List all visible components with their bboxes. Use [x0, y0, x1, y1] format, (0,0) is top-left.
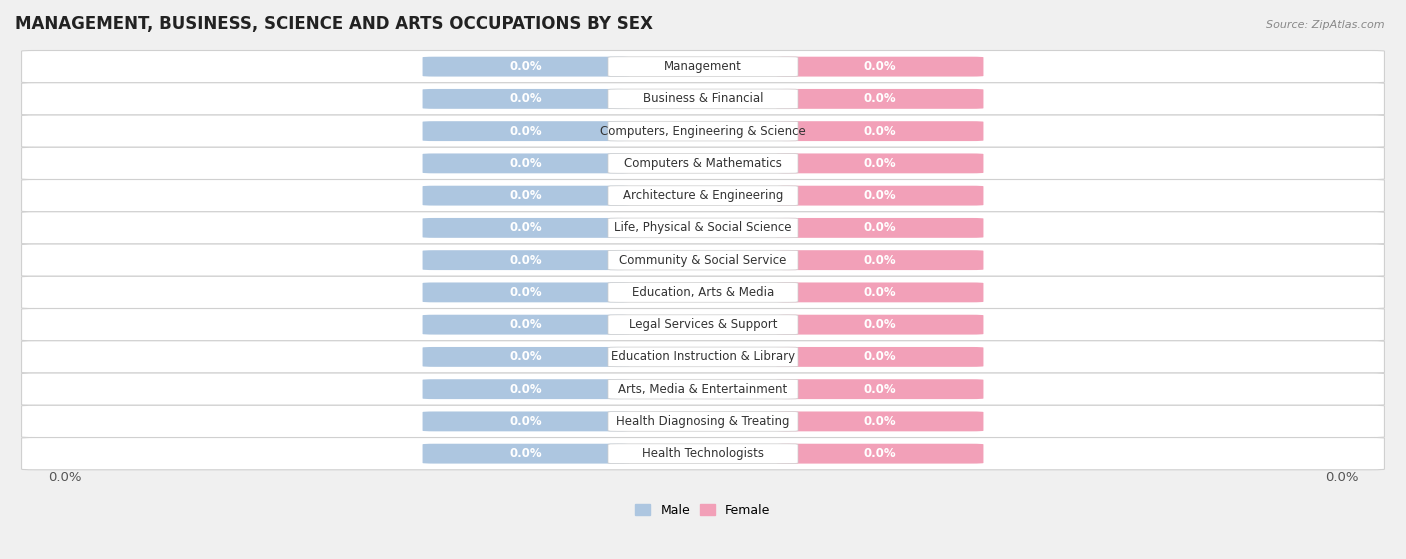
Text: 0.0%: 0.0%: [863, 383, 896, 396]
FancyBboxPatch shape: [607, 57, 799, 77]
Text: 0.0%: 0.0%: [863, 254, 896, 267]
Text: Education Instruction & Library: Education Instruction & Library: [612, 350, 794, 363]
FancyBboxPatch shape: [21, 115, 1385, 147]
FancyBboxPatch shape: [423, 347, 630, 367]
FancyBboxPatch shape: [607, 444, 799, 463]
FancyBboxPatch shape: [776, 154, 983, 173]
FancyBboxPatch shape: [423, 154, 630, 173]
FancyBboxPatch shape: [607, 380, 799, 399]
FancyBboxPatch shape: [21, 309, 1385, 341]
Text: MANAGEMENT, BUSINESS, SCIENCE AND ARTS OCCUPATIONS BY SEX: MANAGEMENT, BUSINESS, SCIENCE AND ARTS O…: [15, 15, 652, 33]
Text: 0.0%: 0.0%: [510, 415, 543, 428]
Text: 0.0%: 0.0%: [510, 447, 543, 460]
FancyBboxPatch shape: [21, 405, 1385, 438]
FancyBboxPatch shape: [607, 282, 799, 302]
FancyBboxPatch shape: [21, 50, 1385, 83]
Text: 0.0%: 0.0%: [863, 350, 896, 363]
Legend: Male, Female: Male, Female: [630, 499, 776, 522]
FancyBboxPatch shape: [607, 218, 799, 238]
FancyBboxPatch shape: [423, 250, 630, 270]
FancyBboxPatch shape: [776, 250, 983, 270]
Text: 0.0%: 0.0%: [863, 318, 896, 331]
FancyBboxPatch shape: [776, 121, 983, 141]
Text: Computers & Mathematics: Computers & Mathematics: [624, 157, 782, 170]
Text: 0.0%: 0.0%: [510, 60, 543, 73]
Text: 0.0%: 0.0%: [863, 157, 896, 170]
Text: 0.0%: 0.0%: [863, 92, 896, 106]
Text: 0.0%: 0.0%: [510, 157, 543, 170]
FancyBboxPatch shape: [776, 411, 983, 432]
FancyBboxPatch shape: [423, 121, 630, 141]
FancyBboxPatch shape: [607, 250, 799, 270]
FancyBboxPatch shape: [21, 341, 1385, 373]
FancyBboxPatch shape: [21, 373, 1385, 405]
Text: 0.0%: 0.0%: [510, 350, 543, 363]
FancyBboxPatch shape: [21, 147, 1385, 179]
Text: Health Technologists: Health Technologists: [643, 447, 763, 460]
Text: 0.0%: 0.0%: [510, 383, 543, 396]
Text: Management: Management: [664, 60, 742, 73]
FancyBboxPatch shape: [423, 315, 630, 335]
FancyBboxPatch shape: [21, 83, 1385, 115]
FancyBboxPatch shape: [423, 444, 630, 463]
Text: Architecture & Engineering: Architecture & Engineering: [623, 189, 783, 202]
Text: Life, Physical & Social Science: Life, Physical & Social Science: [614, 221, 792, 234]
Text: 0.0%: 0.0%: [510, 318, 543, 331]
Text: Business & Financial: Business & Financial: [643, 92, 763, 106]
Text: 0.0%: 0.0%: [863, 447, 896, 460]
Text: Arts, Media & Entertainment: Arts, Media & Entertainment: [619, 383, 787, 396]
FancyBboxPatch shape: [423, 379, 630, 399]
FancyBboxPatch shape: [776, 218, 983, 238]
Text: Health Diagnosing & Treating: Health Diagnosing & Treating: [616, 415, 790, 428]
FancyBboxPatch shape: [607, 315, 799, 334]
Text: 0.0%: 0.0%: [510, 92, 543, 106]
FancyBboxPatch shape: [423, 218, 630, 238]
FancyBboxPatch shape: [607, 89, 799, 108]
FancyBboxPatch shape: [776, 282, 983, 302]
Text: 0.0%: 0.0%: [510, 254, 543, 267]
Text: 0.0%: 0.0%: [863, 286, 896, 299]
FancyBboxPatch shape: [607, 347, 799, 367]
FancyBboxPatch shape: [423, 282, 630, 302]
FancyBboxPatch shape: [607, 121, 799, 141]
FancyBboxPatch shape: [21, 276, 1385, 309]
Text: 0.0%: 0.0%: [863, 189, 896, 202]
Text: 0.0%: 0.0%: [1324, 471, 1358, 484]
Text: 0.0%: 0.0%: [863, 125, 896, 138]
Text: Education, Arts & Media: Education, Arts & Media: [631, 286, 775, 299]
FancyBboxPatch shape: [607, 411, 799, 431]
Text: Computers, Engineering & Science: Computers, Engineering & Science: [600, 125, 806, 138]
FancyBboxPatch shape: [776, 444, 983, 463]
FancyBboxPatch shape: [776, 315, 983, 335]
FancyBboxPatch shape: [776, 186, 983, 206]
Text: 0.0%: 0.0%: [863, 60, 896, 73]
Text: 0.0%: 0.0%: [48, 471, 82, 484]
FancyBboxPatch shape: [607, 186, 799, 206]
FancyBboxPatch shape: [21, 212, 1385, 244]
Text: 0.0%: 0.0%: [510, 125, 543, 138]
FancyBboxPatch shape: [776, 347, 983, 367]
Text: Legal Services & Support: Legal Services & Support: [628, 318, 778, 331]
Text: 0.0%: 0.0%: [510, 286, 543, 299]
FancyBboxPatch shape: [423, 186, 630, 206]
Text: Source: ZipAtlas.com: Source: ZipAtlas.com: [1267, 20, 1385, 30]
FancyBboxPatch shape: [776, 89, 983, 109]
FancyBboxPatch shape: [776, 56, 983, 77]
Text: 0.0%: 0.0%: [510, 221, 543, 234]
FancyBboxPatch shape: [21, 438, 1385, 470]
Text: 0.0%: 0.0%: [863, 221, 896, 234]
FancyBboxPatch shape: [776, 379, 983, 399]
FancyBboxPatch shape: [423, 89, 630, 109]
Text: Community & Social Service: Community & Social Service: [619, 254, 787, 267]
Text: 0.0%: 0.0%: [863, 415, 896, 428]
Text: 0.0%: 0.0%: [510, 189, 543, 202]
FancyBboxPatch shape: [21, 244, 1385, 276]
FancyBboxPatch shape: [423, 56, 630, 77]
FancyBboxPatch shape: [21, 179, 1385, 212]
FancyBboxPatch shape: [423, 411, 630, 432]
FancyBboxPatch shape: [607, 154, 799, 173]
